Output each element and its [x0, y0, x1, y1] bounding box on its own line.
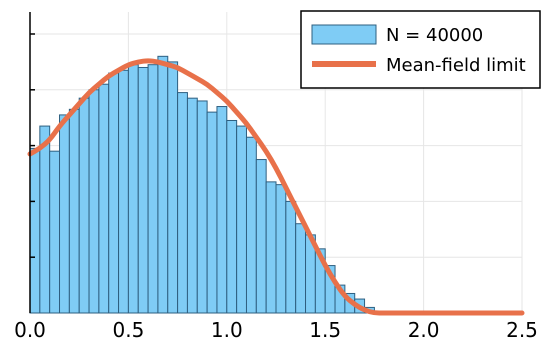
legend: N = 40000 Mean-field limit: [300, 10, 541, 89]
histogram-bar: [98, 83, 110, 314]
histogram-bar: [137, 66, 149, 314]
x-tick-label: 2.0: [408, 318, 440, 342]
histogram-bar: [147, 64, 159, 314]
x-tick-label: 1.5: [309, 318, 341, 342]
y-tick-marks: [30, 33, 35, 258]
histogram-bar: [196, 100, 208, 314]
histogram-bar: [275, 184, 287, 314]
histogram-bar: [177, 92, 188, 314]
histogram-bar: [236, 125, 247, 314]
legend-swatch-histogram: [311, 24, 377, 45]
histogram-bar: [245, 136, 257, 314]
histogram-bar: [265, 181, 277, 314]
legend-label-mean-field: Mean-field limit: [386, 55, 526, 76]
x-tick-label: 2.5: [506, 318, 538, 342]
histogram-bar: [78, 97, 90, 314]
histogram-bar: [59, 114, 70, 314]
histogram-bar: [206, 111, 218, 314]
mean-field-curve: [27, 58, 525, 316]
histogram-bar: [108, 72, 120, 314]
histogram-bar: [157, 55, 169, 314]
histogram-bar: [39, 125, 51, 314]
histogram-bar: [285, 200, 297, 314]
histogram-bar: [167, 61, 179, 314]
histogram-bar: [68, 108, 80, 314]
histogram-bar: [255, 159, 267, 314]
x-tick-label: 1.0: [211, 318, 243, 342]
histogram-bar: [127, 64, 139, 314]
histogram-bar: [49, 150, 61, 314]
histogram-bar: [88, 89, 100, 314]
x-tick-label: 0.0: [14, 318, 46, 342]
histogram-bar: [216, 106, 228, 314]
histogram-bar: [226, 119, 238, 314]
legend-label-histogram: N = 40000: [386, 25, 483, 46]
histogram-bar: [118, 69, 129, 314]
histogram-bar: [29, 147, 41, 314]
x-tick-labels: 0.0 0.5 1.0 1.5 2.0 2.5: [14, 318, 538, 342]
histogram-bar: [295, 223, 307, 314]
histogram-bar: [186, 97, 198, 314]
legend-box: [300, 10, 541, 89]
x-tick-label: 0.5: [112, 318, 144, 342]
histogram-bars: [29, 55, 375, 314]
